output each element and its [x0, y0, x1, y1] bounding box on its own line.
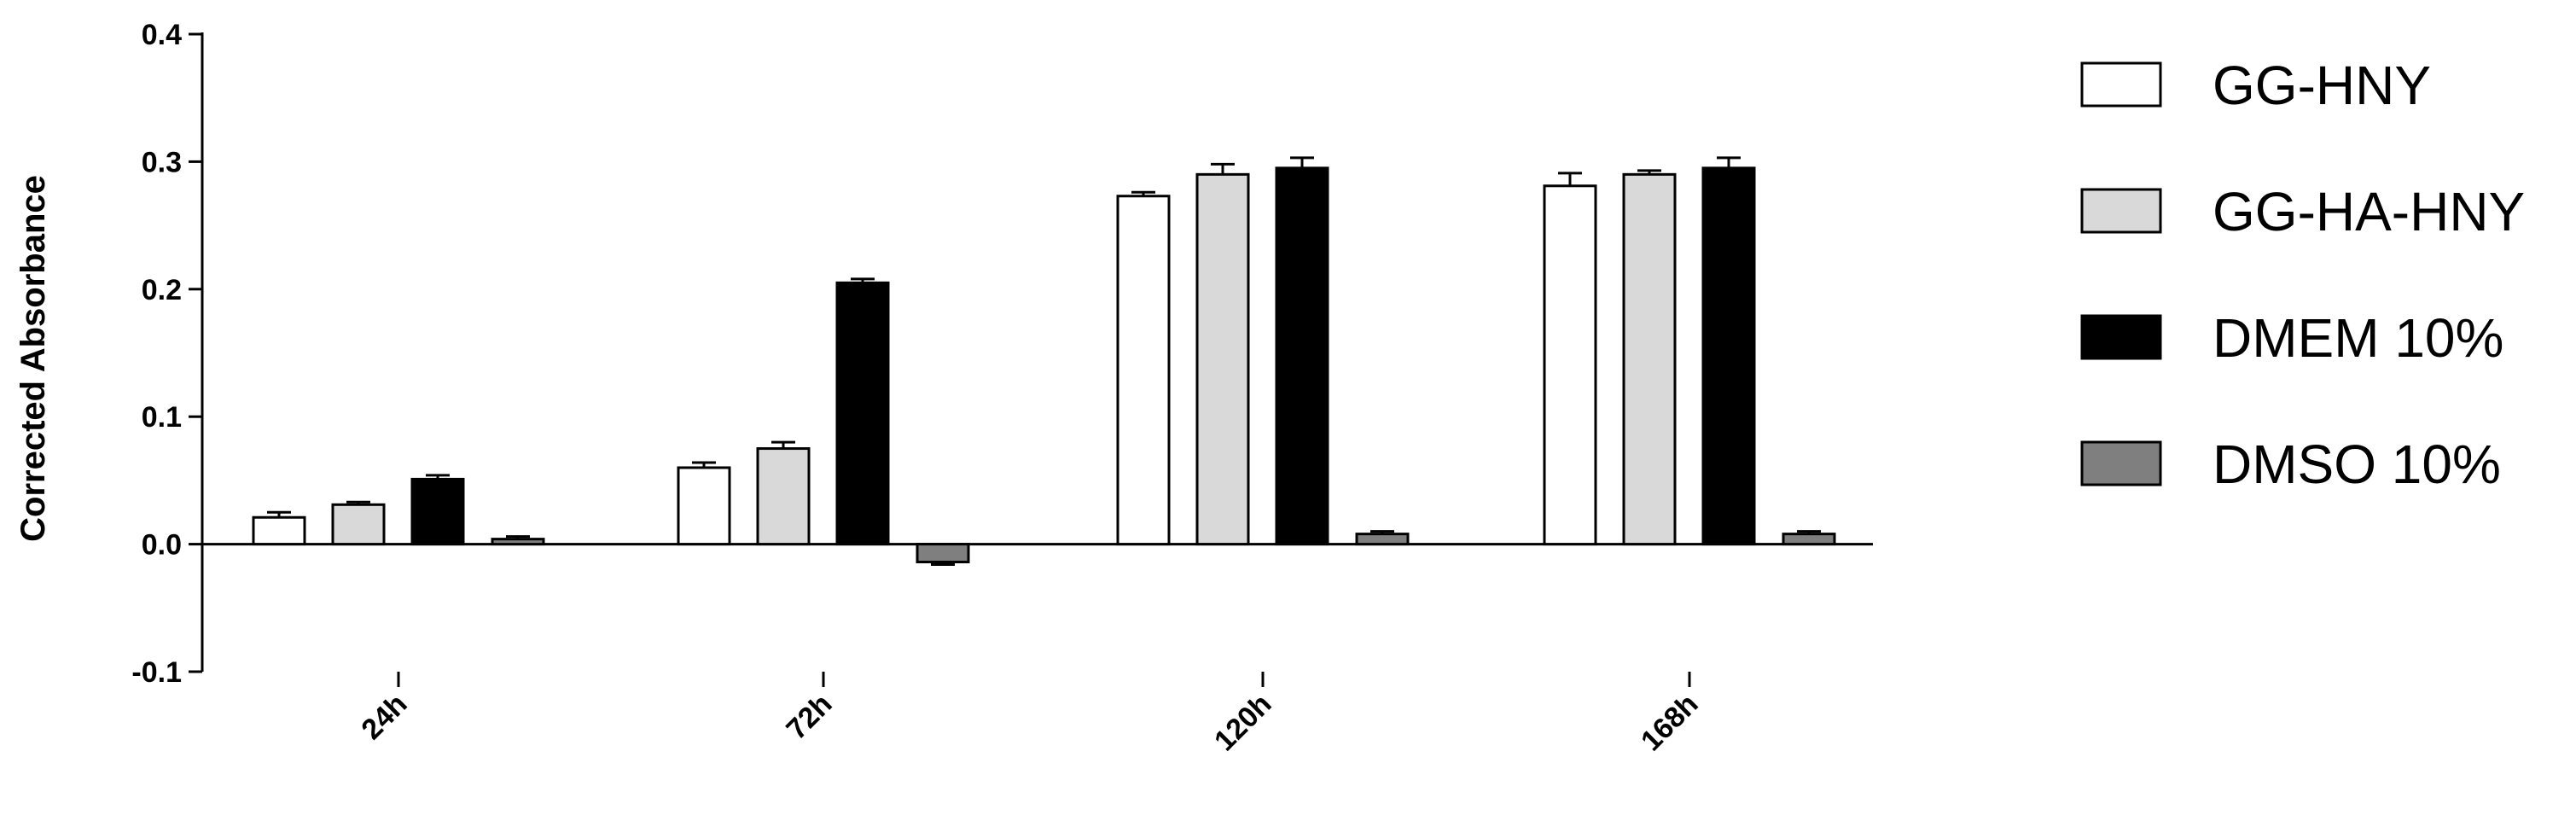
y-axis-title: Corrected Absorbance [15, 175, 52, 542]
legend-label: GG-HNY [2213, 55, 2431, 116]
bar [916, 543, 970, 564]
legend-label: DMEM 10% [2213, 307, 2503, 369]
plot-area: -0.1 0.0 0.1 0.2 0.3 0.4 24h 72h 120h 168h [131, 19, 1873, 757]
bar [1701, 166, 1756, 546]
y-tick-label: 0.0 [142, 529, 182, 562]
bar [1116, 195, 1171, 546]
bar [410, 477, 465, 546]
legend-label: DMSO 10% [2213, 434, 2501, 495]
legend: GG-HNY GG-HA-HNY DMEM 10% DMSO 10% [2080, 55, 2525, 495]
x-tick-label: 168h [1635, 688, 1705, 758]
legend-swatch [2080, 188, 2162, 234]
y-tick-label: 0.3 [142, 146, 182, 178]
bar [1622, 172, 1677, 546]
bar [252, 515, 306, 546]
y-tick-label: -0.1 [131, 656, 182, 689]
bar [1275, 166, 1329, 546]
legend-swatch [2080, 314, 2162, 360]
x-tick-label: 72h [780, 688, 838, 746]
y-tick-label: 0.2 [142, 274, 182, 306]
bar [1355, 533, 1410, 546]
legend-swatch [2080, 61, 2162, 108]
bar [1543, 184, 1597, 546]
legend-label: GG-HA-HNY [2213, 181, 2525, 242]
bar [491, 538, 545, 546]
x-tick-label: 24h [355, 688, 413, 746]
bar [835, 281, 890, 546]
legend-swatch [2080, 440, 2162, 486]
bar [1782, 533, 1836, 546]
y-tick-label: 0.1 [142, 401, 182, 434]
bar [677, 466, 731, 546]
bar [1195, 172, 1250, 546]
bar [756, 447, 811, 546]
bar [331, 503, 386, 546]
y-tick-label: 0.4 [142, 19, 182, 51]
x-tick-label: 120h [1208, 688, 1278, 758]
